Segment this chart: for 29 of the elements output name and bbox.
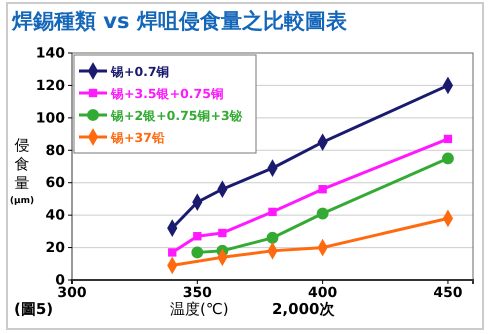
chart-title: 焊錫種類 vs 焊咀侵食量之比較圖表 — [11, 9, 347, 33]
x-tick-label: 350 — [182, 284, 212, 301]
point — [316, 208, 329, 220]
legend-label: 锡+37铅 — [110, 130, 165, 145]
x-tick-label: 450 — [433, 284, 463, 301]
legend-label: 锡+0.7铜 — [110, 64, 170, 79]
point — [442, 152, 454, 164]
point — [444, 134, 452, 144]
point — [266, 232, 278, 244]
point — [168, 248, 176, 257]
point — [268, 208, 277, 216]
legend-label: 锡+3.5银+0.75铜 — [110, 86, 224, 101]
y-tick-label: 40 — [46, 208, 66, 224]
text: (圖5) — [14, 300, 54, 318]
point — [191, 246, 204, 258]
y-tick-label: 100 — [36, 110, 66, 126]
y-tick-label: 120 — [36, 78, 66, 94]
y-tick-label: 20 — [46, 240, 66, 256]
point — [318, 185, 327, 194]
x-tick-label: 300 — [57, 284, 87, 301]
y-tick-label: 80 — [46, 142, 66, 159]
y-tick-label: 140 — [36, 45, 66, 62]
x-tick-label: 400 — [308, 284, 338, 301]
x-axis-title: 温度(℃) — [170, 300, 229, 318]
y-tick-label: 60 — [46, 175, 66, 192]
point — [218, 228, 227, 238]
legend-label: 锡+2银+0.75铜+3铋 — [110, 108, 244, 123]
point — [193, 232, 202, 240]
text: 2,000次 — [272, 300, 336, 318]
